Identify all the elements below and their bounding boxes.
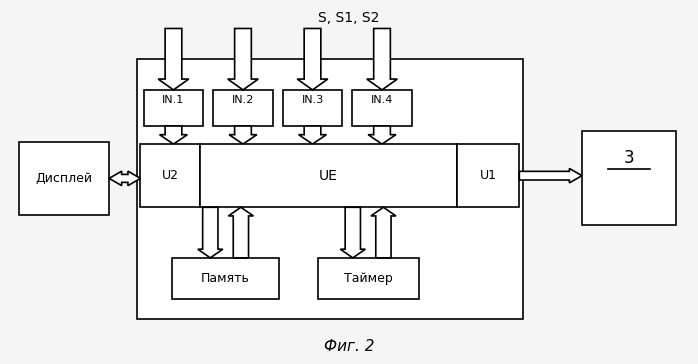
Polygon shape: [158, 28, 188, 90]
Text: U2: U2: [161, 169, 179, 182]
Text: U1: U1: [480, 169, 496, 182]
Text: UE: UE: [319, 169, 338, 183]
Polygon shape: [160, 126, 187, 144]
Bar: [200, 144, 456, 207]
Bar: [214, 90, 272, 126]
Bar: [582, 131, 676, 225]
Polygon shape: [341, 207, 365, 258]
Polygon shape: [366, 28, 397, 90]
Bar: [318, 258, 419, 300]
Text: IN.2: IN.2: [232, 95, 254, 105]
Text: 3: 3: [623, 149, 634, 167]
Bar: [137, 59, 523, 319]
Polygon shape: [109, 171, 140, 186]
Polygon shape: [229, 126, 257, 144]
Bar: [283, 90, 342, 126]
Text: Дисплей: Дисплей: [36, 172, 92, 185]
Text: Таймер: Таймер: [343, 272, 392, 285]
Polygon shape: [228, 207, 253, 258]
Bar: [19, 142, 109, 214]
Polygon shape: [519, 169, 582, 183]
Text: S, S1, S2: S, S1, S2: [318, 11, 380, 25]
Bar: [172, 258, 279, 300]
Text: IN.1: IN.1: [163, 95, 184, 105]
Text: IN.3: IN.3: [302, 95, 324, 105]
Bar: [456, 144, 519, 207]
Text: IN.4: IN.4: [371, 95, 393, 105]
Bar: [140, 144, 200, 207]
Text: Фиг. 2: Фиг. 2: [324, 339, 374, 354]
Text: Память: Память: [201, 272, 250, 285]
Polygon shape: [228, 28, 258, 90]
Polygon shape: [299, 126, 327, 144]
Bar: [144, 90, 203, 126]
Polygon shape: [297, 28, 328, 90]
Polygon shape: [371, 207, 396, 258]
Polygon shape: [368, 126, 396, 144]
Bar: [352, 90, 412, 126]
Polygon shape: [198, 207, 223, 258]
